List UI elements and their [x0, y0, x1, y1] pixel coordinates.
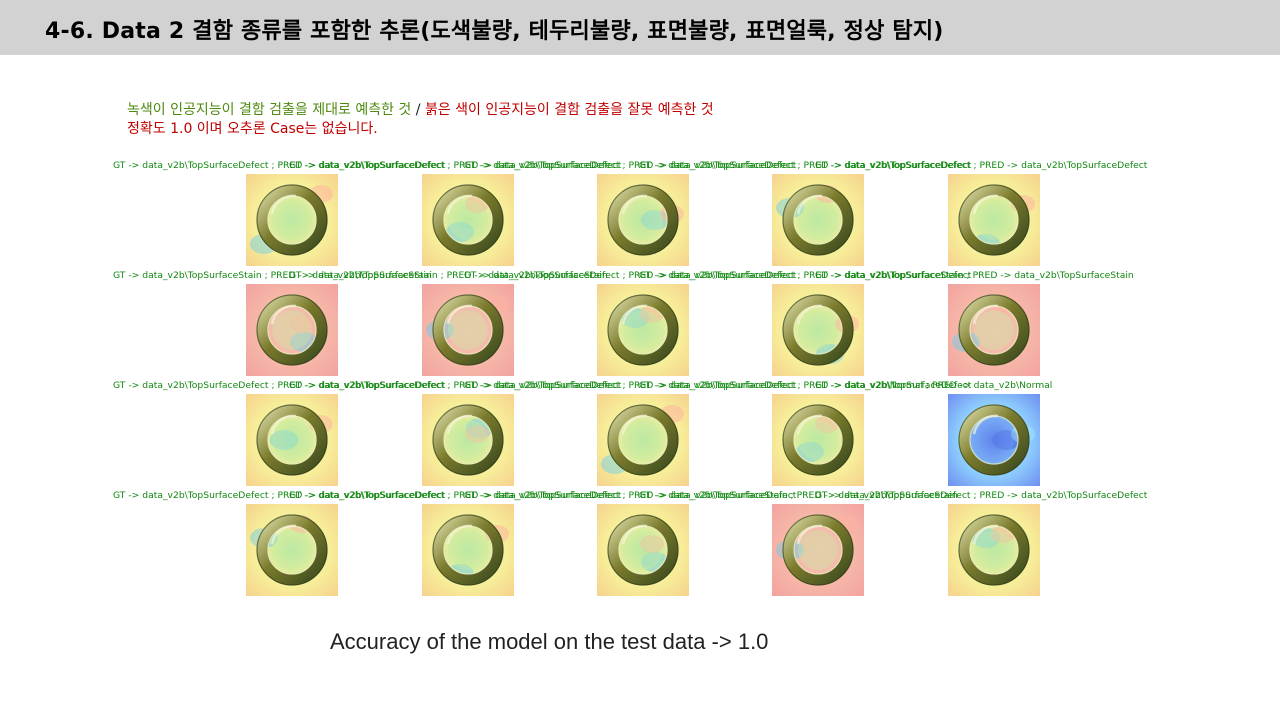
prediction-label: GT -> data_v2b\TopSurfaceDefect ; PRED -…	[464, 270, 797, 281]
heatmap-image	[422, 394, 514, 486]
prediction-label: GT -> data_v2b\TopSurfaceDefect ; PRED -…	[464, 380, 797, 391]
gradcam-thumbnail	[246, 504, 338, 596]
gradcam-thumbnail	[948, 394, 1040, 486]
accuracy-caption: Accuracy of the model on the test data -…	[330, 629, 769, 654]
prediction-label: GT -> data_v2b\TopSurfaceDefect ; PRED -…	[289, 490, 622, 501]
heatmap-image	[246, 174, 338, 266]
heatmap-image	[422, 504, 514, 596]
heatmap-image	[948, 504, 1040, 596]
legend-separator: /	[411, 102, 425, 118]
gradcam-thumbnail	[772, 394, 864, 486]
prediction-label: GT -> data_v2b\TopSurfaceDefect ; PRED -…	[815, 160, 1148, 171]
gradcam-thumbnail	[597, 394, 689, 486]
gradcam-thumbnail	[772, 174, 864, 266]
gradcam-thumbnail	[597, 504, 689, 596]
gradcam-thumbnail	[246, 394, 338, 486]
gradcam-thumbnail	[948, 504, 1040, 596]
title-bar: 4-6. Data 2 결함 종류를 포함한 추론(도색불량, 테두리불량, 표…	[0, 0, 1280, 55]
gradcam-thumbnail	[422, 504, 514, 596]
prediction-label: GT -> data_v2b\TopSurfaceDefect ; PRED -…	[815, 490, 1148, 501]
heatmap-image	[948, 284, 1040, 376]
gradcam-thumbnail	[246, 174, 338, 266]
heatmap-image	[597, 284, 689, 376]
gradcam-thumbnail	[772, 284, 864, 376]
prediction-label: GT -> data_v2b\Normal ; PRED -> data_v2b…	[815, 380, 1053, 391]
heatmap-image	[948, 394, 1040, 486]
legend-note: 녹색이 인공지능이 결함 검출을 제대로 예측한 것 / 붉은 색이 인공지능이…	[127, 99, 714, 119]
heatmap-image	[772, 504, 864, 596]
heatmap-image	[246, 284, 338, 376]
heatmap-image	[422, 284, 514, 376]
prediction-label: GT -> data_v2b\TopSurfaceDefect ; PRED -…	[639, 160, 972, 171]
prediction-label: GT -> data_v2b\TopSurfaceStain ; PRED ->…	[815, 270, 1134, 281]
legend-red-text: 붉은 색이 인공지능이 결함 검출을 잘못 예측한 것	[424, 102, 714, 118]
prediction-label: GT -> data_v2b\TopSurfaceStain ; PRED ->…	[639, 490, 958, 501]
prediction-label: GT -> data_v2b\TopSurfaceDefect ; PRED -…	[289, 380, 622, 391]
prediction-label: GT -> data_v2b\TopSurfaceDefect ; PRED -…	[113, 380, 446, 391]
heatmap-image	[948, 174, 1040, 266]
gradcam-thumbnail	[422, 174, 514, 266]
prediction-label: GT -> data_v2b\TopSurfaceDefect ; PRED -…	[289, 160, 622, 171]
prediction-label: GT -> data_v2b\TopSurfaceDefect ; PRED -…	[464, 160, 797, 171]
prediction-label: GT -> data_v2b\TopSurfaceDefect ; PRED -…	[639, 380, 972, 391]
heatmap-image	[772, 394, 864, 486]
heatmap-image	[422, 174, 514, 266]
heatmap-image	[772, 174, 864, 266]
gradcam-thumbnail	[422, 394, 514, 486]
gradcam-thumbnail	[246, 284, 338, 376]
heatmap-image	[246, 504, 338, 596]
prediction-label: GT -> data_v2b\TopSurfaceStain ; PRED ->…	[113, 270, 432, 281]
gradcam-thumbnail	[948, 174, 1040, 266]
gradcam-thumbnail	[597, 174, 689, 266]
heatmap-image	[246, 394, 338, 486]
prediction-label: GT -> data_v2b\TopSurfaceStain ; PRED ->…	[289, 270, 608, 281]
prediction-label: GT -> data_v2b\TopSurfaceDefect ; PRED -…	[464, 490, 797, 501]
heatmap-image	[772, 284, 864, 376]
accuracy-note: 정확도 1.0 이며 오추론 Case는 없습니다.	[127, 121, 378, 137]
legend-green-text: 녹색이 인공지능이 결함 검출을 제대로 예측한 것	[127, 102, 412, 118]
gradcam-thumbnail	[772, 504, 864, 596]
heatmap-image	[597, 174, 689, 266]
gradcam-thumbnail	[948, 284, 1040, 376]
heatmap-image	[597, 394, 689, 486]
prediction-label: GT -> data_v2b\TopSurfaceDefect ; PRED -…	[113, 490, 446, 501]
slide-title: 4-6. Data 2 결함 종류를 포함한 추론(도색불량, 테두리불량, 표…	[45, 19, 944, 44]
gradcam-thumbnail	[422, 284, 514, 376]
gradcam-thumbnail	[597, 284, 689, 376]
prediction-label: GT -> data_v2b\TopSurfaceDefect ; PRED -…	[639, 270, 972, 281]
prediction-label: GT -> data_v2b\TopSurfaceDefect ; PRED -…	[113, 160, 446, 171]
heatmap-image	[597, 504, 689, 596]
